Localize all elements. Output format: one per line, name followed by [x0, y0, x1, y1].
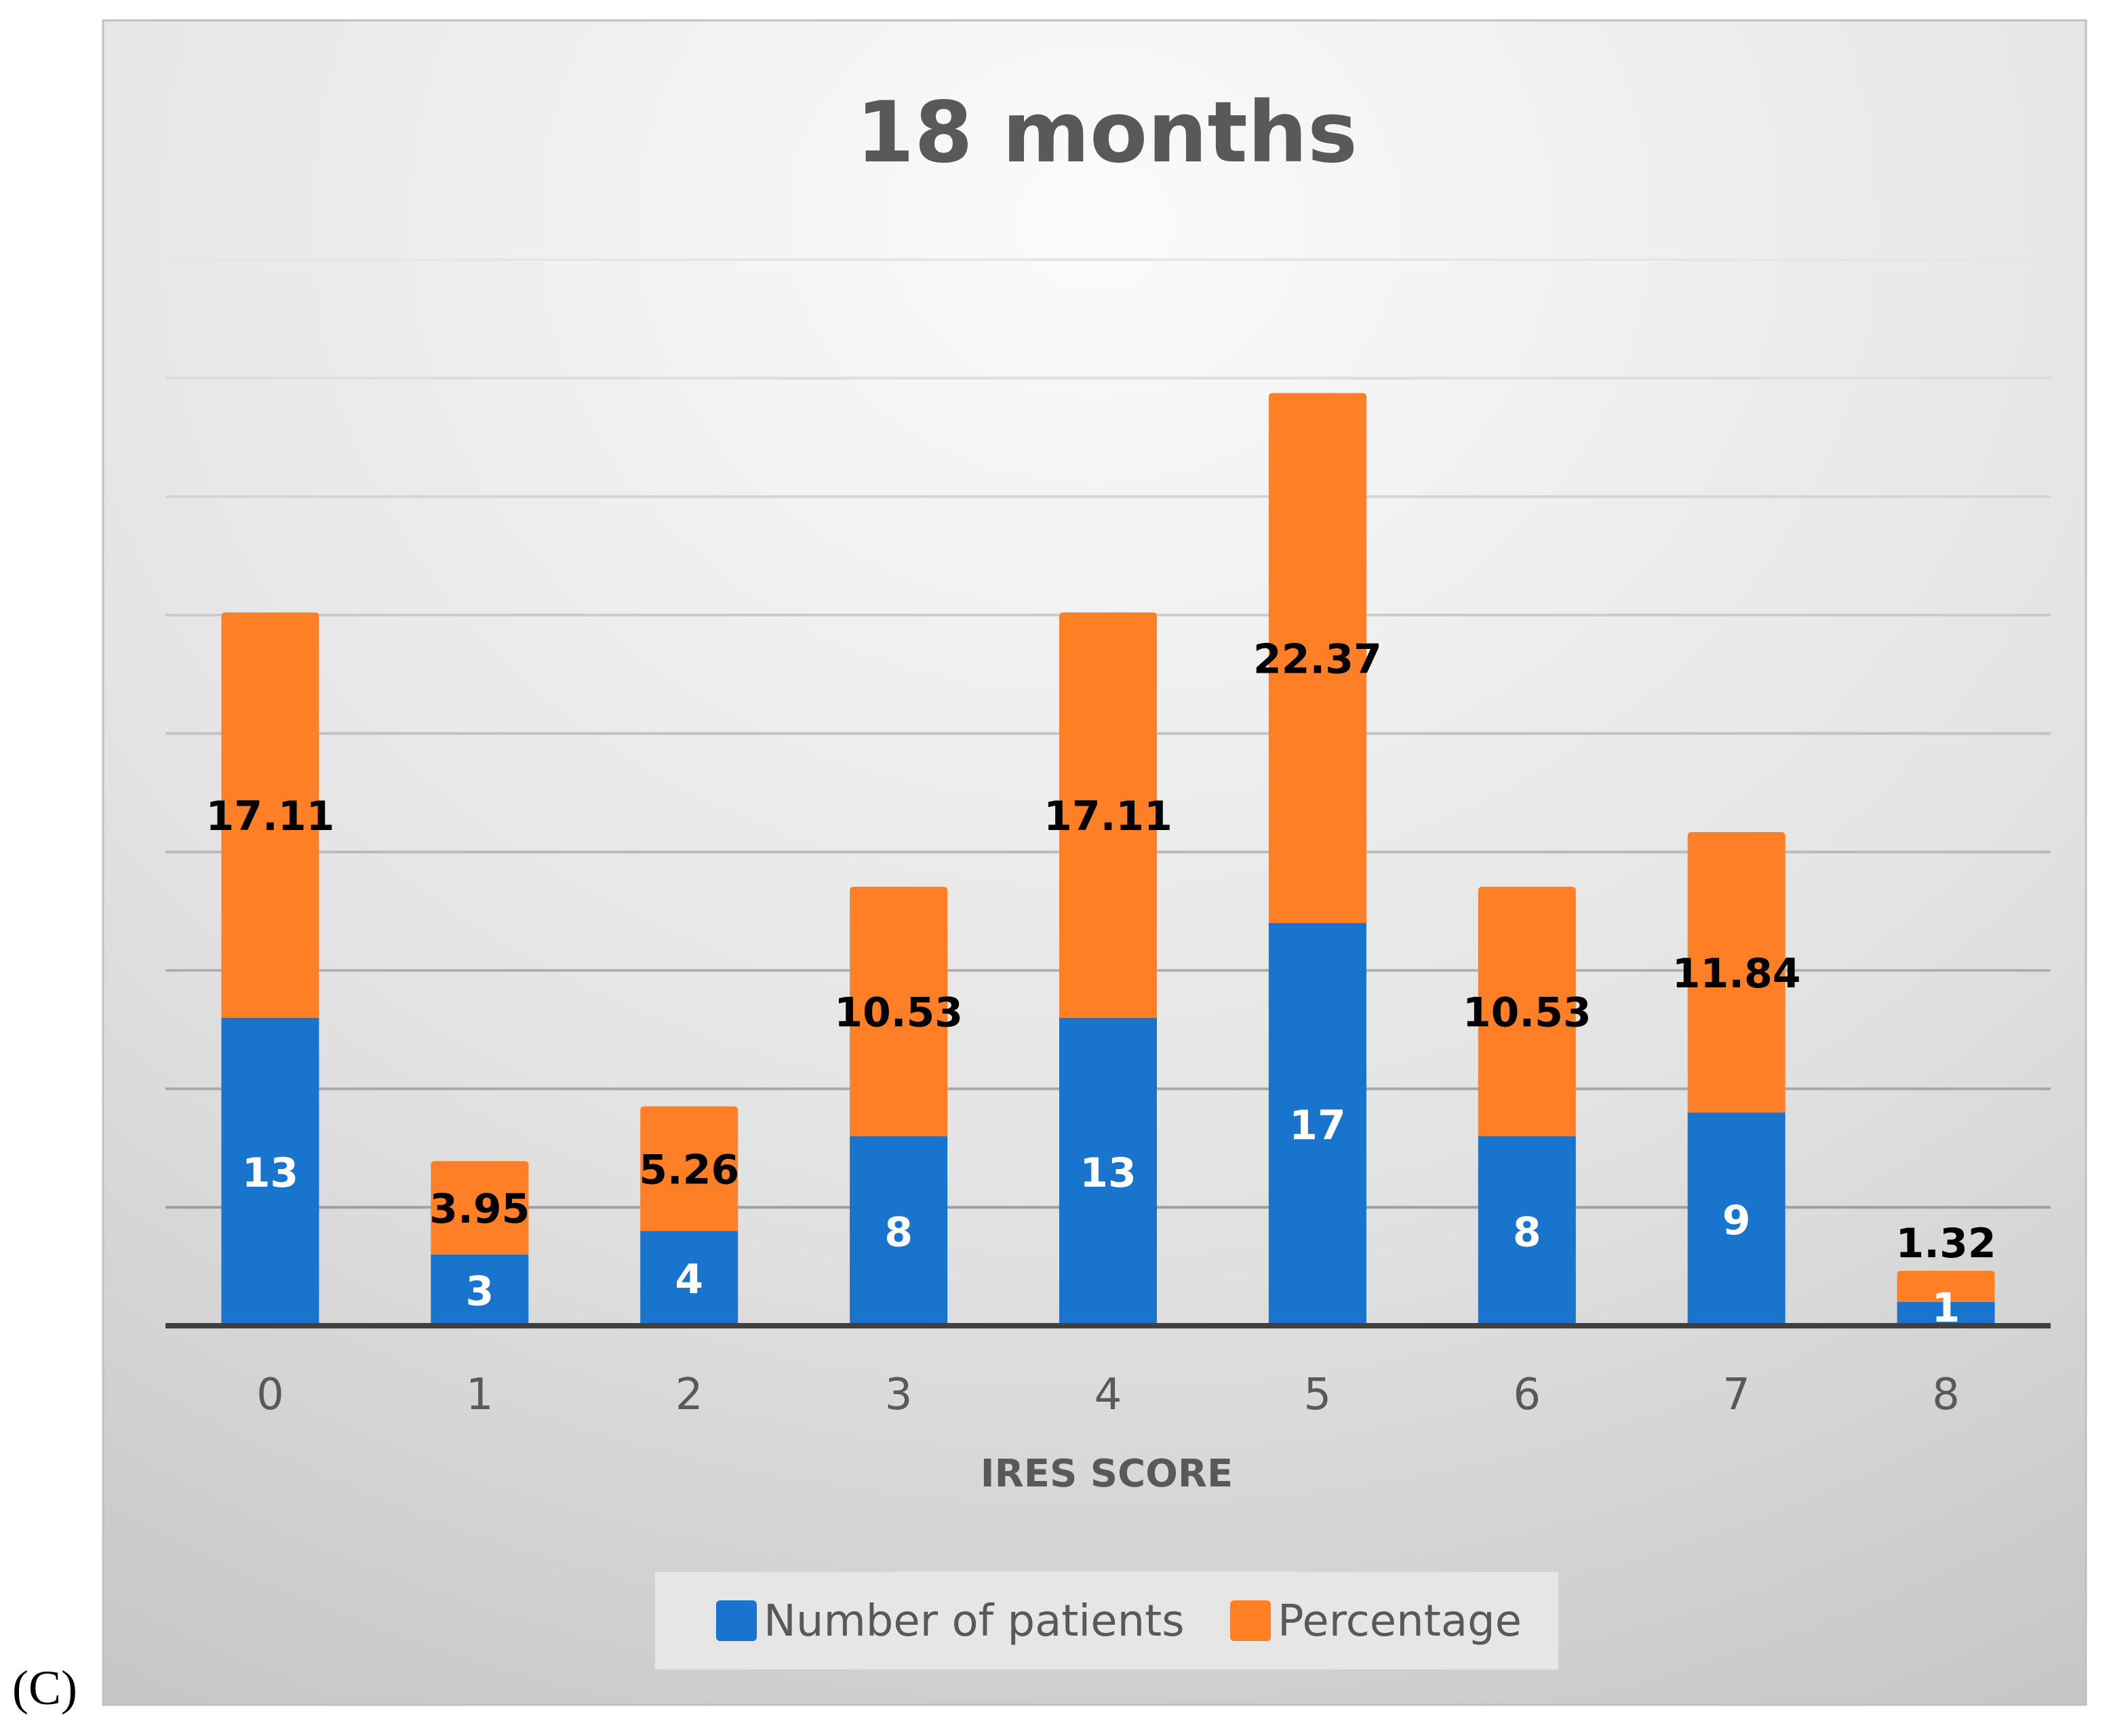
bar-percentage	[850, 886, 948, 1137]
data-label-percentage: 10.53	[1463, 989, 1592, 1037]
x-tick-label: 7	[1722, 1370, 1750, 1420]
x-axis-title: IRES SCORE	[981, 1452, 1233, 1496]
x-tick-label: 4	[1094, 1370, 1122, 1420]
bar-number-of-patients	[1268, 923, 1366, 1326]
legend-label-number-of-patients: Number of patients	[764, 1596, 1185, 1646]
bar-number-of-patients	[1059, 1017, 1157, 1326]
data-label-number-of-patients: 8	[1513, 1208, 1541, 1256]
data-label-percentage: 3.95	[429, 1185, 530, 1233]
data-label-number-of-patients: 8	[884, 1208, 913, 1256]
x-tick-label: 1	[466, 1370, 494, 1420]
data-label-percentage: 22.37	[1253, 635, 1382, 683]
bar-percentage	[1268, 393, 1366, 924]
data-label-number-of-patients: 3	[465, 1268, 494, 1316]
bar-number-of-patients	[1897, 1302, 1995, 1326]
x-tick-labels: 0 1 2 3 4 5 6 7 8	[256, 1370, 1960, 1420]
bar-percentage	[1059, 612, 1157, 1018]
x-tick-label: 6	[1513, 1370, 1541, 1420]
x-tick-label: 8	[1932, 1370, 1960, 1420]
data-label-percentage: 5.26	[639, 1146, 739, 1194]
x-tick-label: 2	[675, 1370, 703, 1420]
data-label-number-of-patients: 4	[675, 1256, 703, 1303]
legend-swatch-percentage	[1230, 1600, 1271, 1641]
data-label-number-of-patients: 13	[242, 1149, 299, 1197]
bars: 13 17.11 3 3.95 4 5.26 8 10.53 13 17.11 17 22.37 8 10…	[206, 393, 1996, 1332]
data-label-percentage: 1.32	[1896, 1220, 1996, 1267]
bar-number-of-patients	[1478, 1136, 1576, 1326]
bar-number-of-patients	[640, 1231, 738, 1326]
bar-percentage	[1478, 886, 1576, 1137]
bar-number-of-patients	[850, 1136, 948, 1326]
legend: Number of patients Percentage	[655, 1572, 1558, 1670]
legend-box	[655, 1572, 1558, 1670]
x-tick-label: 3	[885, 1370, 913, 1420]
bar-percentage	[1687, 831, 1786, 1113]
panel-label: (C)	[12, 1661, 77, 1715]
data-label-percentage: 11.84	[1672, 950, 1801, 998]
data-label-number-of-patients: 9	[1722, 1197, 1751, 1244]
bar-number-of-patients	[221, 1017, 319, 1326]
data-label-number-of-patients: 17	[1289, 1102, 1346, 1149]
chart-title: 18 months	[856, 84, 1358, 182]
bar-percentage	[1897, 1270, 1995, 1303]
bar-percentage	[640, 1106, 738, 1231]
legend-swatch-number-of-patients	[716, 1600, 757, 1641]
bar-percentage	[221, 612, 319, 1018]
x-tick-label: 5	[1304, 1370, 1332, 1420]
data-label-percentage: 17.11	[1044, 793, 1172, 840]
data-label-number-of-patients: 13	[1080, 1149, 1137, 1197]
legend-label-percentage: Percentage	[1278, 1596, 1522, 1646]
data-label-percentage: 17.11	[206, 793, 335, 840]
x-tick-label: 0	[256, 1370, 284, 1420]
data-label-percentage: 10.53	[834, 989, 963, 1037]
bar-percentage	[431, 1161, 529, 1255]
bar-number-of-patients	[431, 1255, 529, 1326]
bar-number-of-patients	[1687, 1112, 1786, 1326]
